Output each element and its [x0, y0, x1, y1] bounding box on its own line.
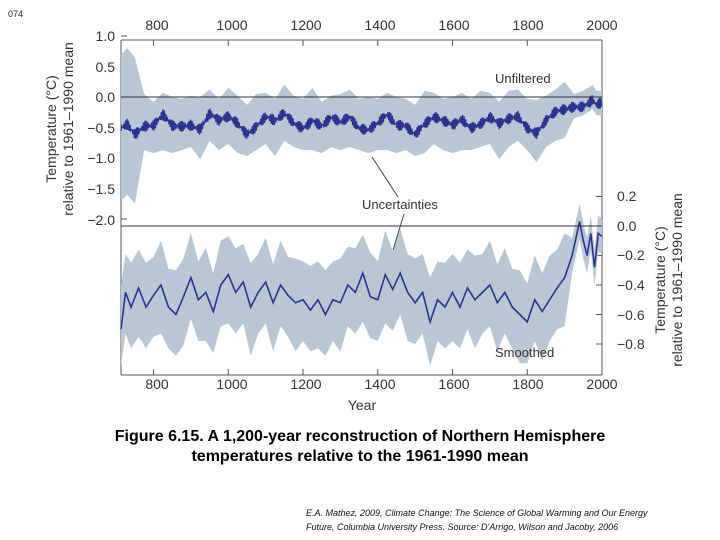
left-y-tick-label: −1.0: [87, 150, 115, 166]
right-y-axis-title-line1: Temperature (°C): [652, 226, 668, 334]
right-y-tick-label: 0.0: [617, 218, 637, 234]
bottom-x-tick-label: 1400: [364, 376, 395, 392]
top-x-tick-label: 1000: [216, 17, 247, 33]
temperature-reconstruction-chart: 800 1000 1200 1400 1600 1800 2000 800 10…: [43, 17, 685, 413]
figure-caption: Figure 6.15. A 1,200-year reconstruction…: [60, 427, 660, 467]
unfiltered-series-line: [120, 95, 603, 139]
page-number: 074: [8, 9, 24, 19]
left-y-tick-label: 0.5: [96, 59, 116, 75]
uncertainties-pointer-top: [371, 156, 399, 198]
right-y-tick-label: −0.4: [617, 277, 645, 293]
right-y-axis-labels: 0.2 0.0 −0.2 −0.4 −0.6 −0.8: [617, 188, 645, 352]
right-y-tick-label: 0.2: [617, 188, 637, 204]
top-x-tick-label: 800: [145, 17, 169, 33]
unfiltered-label: Unfiltered: [495, 71, 551, 86]
plot-area: [120, 35, 603, 376]
source-line-2: Future, Columbia University Press. Sourc…: [306, 522, 619, 532]
top-x-tick-label: 1600: [438, 17, 469, 33]
smoothed-series-line: [120, 221, 603, 330]
left-y-tick-label: 1.0: [96, 28, 116, 44]
bottom-x-tick-label: 1600: [438, 376, 469, 392]
top-x-axis-labels: 800 1000 1200 1400 1600 1800 2000: [145, 17, 617, 33]
bottom-x-tick-label: 1800: [512, 376, 543, 392]
right-y-tick-label: −0.8: [617, 336, 645, 352]
uncertainties-label: Uncertainties: [362, 197, 438, 212]
right-y-tick-label: −0.2: [617, 247, 645, 263]
left-y-axis-title-line2: relative to 1961–1990 mean: [60, 42, 76, 216]
left-y-axis-title-line1: Temperature (°C): [43, 75, 59, 183]
bottom-x-tick-label: 800: [145, 376, 169, 392]
source-line-1: E.A. Mathez, 2009, Climate Change: The S…: [306, 508, 648, 518]
caption-line-2: temperatures relative to the 1961-1990 m…: [191, 448, 529, 465]
right-y-tick-label: −0.6: [617, 307, 645, 323]
source-citation: E.A. Mathez, 2009, Climate Change: The S…: [306, 506, 716, 534]
right-y-axis-title-line2: relative to 1961–1990 mean: [669, 193, 685, 367]
top-x-tick-label: 1800: [512, 17, 543, 33]
left-y-tick-label: −2.0: [87, 212, 115, 228]
bottom-x-tick-label: 1200: [290, 376, 321, 392]
left-y-tick-label: −1.5: [87, 181, 115, 197]
caption-line-1: Figure 6.15. A 1,200-year reconstruction…: [114, 428, 606, 445]
top-x-tick-label: 2000: [586, 17, 617, 33]
left-y-tick-label: 0.0: [96, 89, 116, 105]
x-axis-title: Year: [348, 397, 377, 413]
smoothed-uncertainty-band: [121, 203, 602, 367]
bottom-x-axis-labels: 800 1000 1200 1400 1600 1800 2000: [145, 376, 617, 392]
bottom-x-tick-label: 1000: [216, 376, 247, 392]
smoothed-label: Smoothed: [495, 345, 554, 360]
bottom-x-tick-label: 2000: [586, 376, 617, 392]
top-x-tick-label: 1200: [290, 17, 321, 33]
uncertainties-pointer-bottom: [392, 213, 405, 251]
left-y-tick-label: −0.5: [87, 120, 115, 136]
top-x-tick-label: 1400: [364, 17, 395, 33]
left-y-axis-labels: 1.0 0.5 0.0 −0.5 −1.0 −1.5 −2.0: [87, 28, 115, 228]
